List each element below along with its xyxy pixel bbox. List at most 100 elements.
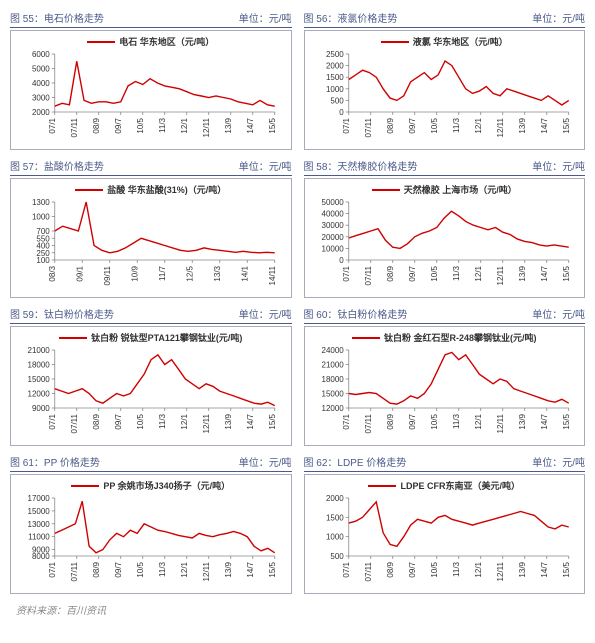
svg-text:09/7: 09/7 [407,117,416,133]
svg-text:2500: 2500 [325,50,343,59]
svg-text:2000: 2000 [325,62,343,71]
svg-text:15/5: 15/5 [561,265,570,281]
svg-text:21000: 21000 [321,361,344,370]
svg-text:11/3: 11/3 [158,117,167,133]
svg-text:07/11: 07/11 [363,265,372,285]
legend: 钛白粉 金红石型R-248攀钢钛业(元/吨) [309,331,581,344]
svg-text:12/1: 12/1 [473,265,482,281]
chart-panel-6: 图 61：PP 价格走势单位：元/吨PP 余姚市场J340扬子（元/吨）8000… [10,454,292,594]
svg-text:11/3: 11/3 [451,413,460,429]
svg-text:15/5: 15/5 [561,561,570,577]
legend-text: 盐酸 华东盐酸(31%)（元/吨） [107,185,226,195]
svg-text:10/9: 10/9 [130,265,139,281]
svg-text:13/9: 13/9 [224,117,233,133]
svg-text:09/7: 09/7 [407,561,416,577]
svg-text:1000: 1000 [325,85,343,94]
svg-text:9000: 9000 [32,404,50,413]
unit-label: 单位：元/吨 [239,454,292,469]
chart-box: 液氯 华东地区（元/吨）0500100015002000250007/107/1… [304,30,586,150]
svg-text:14/7: 14/7 [246,561,255,577]
fig-title: 图 58：天然橡胶价格走势 [304,158,418,173]
legend: 盐酸 华东盐酸(31%)（元/吨） [15,183,287,196]
svg-text:07/1: 07/1 [341,561,350,577]
chart-panel-0: 图 55：电石价格走势单位：元/吨电石 华东地区（元/吨）20003000400… [10,10,292,150]
svg-text:12/11: 12/11 [202,413,211,433]
svg-text:15/5: 15/5 [268,413,277,429]
legend-text: 钛白粉 锐钛型PTA121攀钢钛业(元/吨) [91,333,242,343]
svg-text:12/1: 12/1 [473,561,482,577]
svg-text:14/7: 14/7 [539,561,548,577]
unit-label: 单位：元/吨 [239,158,292,173]
svg-text:18000: 18000 [321,375,344,384]
svg-text:2000: 2000 [32,108,50,117]
svg-text:11/3: 11/3 [158,561,167,577]
svg-text:11/3: 11/3 [451,117,460,133]
panel-header: 图 62：LDPE 价格走势单位：元/吨 [304,454,586,472]
svg-text:700: 700 [36,227,50,236]
svg-text:40000: 40000 [321,210,344,219]
svg-text:07/1: 07/1 [48,561,57,577]
svg-text:0: 0 [339,108,344,117]
svg-text:08/3: 08/3 [48,265,57,281]
svg-text:07/11: 07/11 [363,117,372,137]
legend-line-icon [368,485,396,487]
svg-text:10/5: 10/5 [136,117,145,133]
fig-title: 图 61：PP 价格走势 [10,454,100,469]
chart-box: 天然橡胶 上海市场（元/吨）01000020000300004000050000… [304,178,586,298]
svg-text:1500: 1500 [325,73,343,82]
svg-text:10/5: 10/5 [136,561,145,577]
legend-text: 天然橡胶 上海市场（元/吨） [404,185,517,195]
svg-text:5000: 5000 [32,65,50,74]
svg-text:12/11: 12/11 [202,561,211,581]
chart-box: 电石 华东地区（元/吨）2000300040005000600007/107/1… [10,30,292,150]
svg-text:09/7: 09/7 [407,265,416,281]
svg-text:13/9: 13/9 [517,117,526,133]
svg-text:12/1: 12/1 [180,413,189,429]
svg-text:1000: 1000 [32,213,50,222]
svg-text:500: 500 [330,552,344,561]
svg-text:2000: 2000 [325,494,343,503]
svg-text:09/7: 09/7 [114,413,123,429]
svg-text:13/9: 13/9 [224,413,233,429]
svg-text:15/5: 15/5 [268,117,277,133]
svg-text:12000: 12000 [28,390,51,399]
plot-svg: 50010001500200007/107/1108/909/710/511/3… [309,494,581,584]
svg-text:30000: 30000 [321,221,344,230]
legend-line-icon [87,41,115,43]
unit-label: 单位：元/吨 [532,454,585,469]
svg-text:08/9: 08/9 [385,561,394,577]
svg-text:50000: 50000 [321,198,344,207]
legend: 液氯 华东地区（元/吨） [309,35,581,48]
svg-text:07/1: 07/1 [341,117,350,133]
svg-text:10/5: 10/5 [429,265,438,281]
unit-label: 单位：元/吨 [239,10,292,25]
svg-text:13/3: 13/3 [213,265,222,281]
unit-label: 单位：元/吨 [532,10,585,25]
svg-text:11/7: 11/7 [158,265,167,281]
plot-svg: 1002504005507001000130008/309/109/1110/9… [15,198,287,288]
svg-text:08/9: 08/9 [385,265,394,281]
svg-text:1300: 1300 [32,198,50,207]
plot-svg: 800090001100013000150001700007/107/1108/… [15,494,287,584]
svg-text:14/7: 14/7 [539,413,548,429]
svg-text:18000: 18000 [28,361,51,370]
svg-text:15000: 15000 [321,390,344,399]
svg-text:12/11: 12/11 [495,413,504,433]
svg-text:10/5: 10/5 [136,413,145,429]
svg-text:07/11: 07/11 [70,413,79,433]
svg-text:12/5: 12/5 [185,265,194,281]
chart-panel-3: 图 58：天然橡胶价格走势单位：元/吨天然橡胶 上海市场（元/吨）0100002… [304,158,586,298]
unit-label: 单位：元/吨 [532,158,585,173]
panel-header: 图 61：PP 价格走势 单位：元/吨 [10,454,292,472]
svg-text:08/9: 08/9 [385,117,394,133]
unit-label: 单位：元/吨 [532,306,585,321]
panel-header: 图 59：钛白粉价格走势单位：元/吨 [10,306,292,324]
svg-text:09/1: 09/1 [75,265,84,281]
chart-panel-7: 图 62：LDPE 价格走势单位：元/吨LDPE CFR东南亚（美元/吨）500… [304,454,586,594]
svg-text:11/3: 11/3 [451,561,460,577]
chart-panel-5: 图 60：钛白粉价格走势单位：元/吨钛白粉 金红石型R-248攀钢钛业(元/吨)… [304,306,586,446]
legend: 电石 华东地区（元/吨） [15,35,287,48]
svg-text:14/7: 14/7 [246,413,255,429]
svg-text:08/9: 08/9 [92,561,101,577]
svg-text:07/11: 07/11 [70,561,79,581]
